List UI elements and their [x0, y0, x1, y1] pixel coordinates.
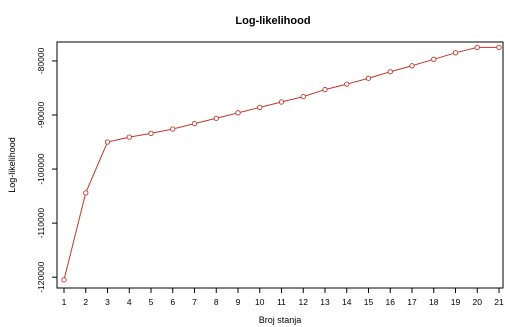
x-axis: 1 2 3 4 5 6 7 8 9 10 11 12 13 14 15 16 17 18 19 20 21: [62, 288, 504, 307]
x-tick-label: 9: [236, 297, 241, 307]
y-tick-label: -100000: [36, 153, 46, 184]
chart-title: Log-likelihood: [235, 15, 310, 27]
data-point: [365, 75, 372, 81]
series-line: [63, 46, 499, 281]
data-point: [409, 63, 415, 69]
x-tick-label: 12: [299, 297, 309, 307]
data-point: [344, 81, 350, 87]
x-tick-label: 3: [105, 297, 110, 307]
y-tick-label: -110000: [36, 208, 46, 239]
y-axis: -80000 -90000 -100000 -110000 -120000: [36, 47, 57, 293]
x-tick-label: 11: [277, 297, 286, 307]
y-tick-label: -90000: [36, 101, 46, 128]
x-axis-label: Broj stanja: [259, 315, 302, 325]
x-tick-label: 4: [127, 297, 132, 307]
data-point: [278, 99, 285, 105]
data-point: [452, 50, 459, 56]
data-point: [213, 115, 219, 121]
data-point: [191, 120, 198, 127]
x-tick-label: 10: [255, 297, 265, 307]
data-point: [474, 44, 480, 51]
x-tick-label: 8: [214, 297, 219, 307]
data-point: [170, 126, 176, 132]
x-tick-label: 13: [320, 297, 330, 307]
data-point: [431, 56, 437, 62]
x-tick-label: 16: [386, 297, 396, 307]
y-axis-label: Log-likelihood: [7, 137, 17, 193]
y-tick-label: -120000: [36, 261, 46, 292]
x-tick-label: 20: [473, 297, 483, 307]
data-point: [83, 190, 89, 196]
x-tick-label: 15: [364, 297, 374, 307]
y-tick-label: -80000: [36, 47, 46, 74]
x-tick-label: 18: [429, 297, 439, 307]
x-tick-label: 17: [407, 297, 417, 307]
data-point: [496, 44, 502, 51]
plot-frame: [56, 41, 504, 289]
data-point: [387, 69, 393, 75]
data-point: [126, 134, 132, 140]
data-point: [257, 104, 263, 111]
x-tick-label: 6: [170, 297, 175, 307]
x-tick-label: 1: [62, 297, 67, 307]
series-layer: [61, 44, 502, 283]
data-point: [104, 139, 111, 145]
x-tick-label: 7: [192, 297, 197, 307]
x-tick-label: 19: [451, 297, 461, 307]
data-point: [300, 93, 306, 100]
x-tick-label: 5: [149, 297, 154, 307]
data-point: [148, 130, 154, 137]
data-point: [61, 277, 67, 283]
x-tick-label: 14: [342, 297, 352, 307]
x-tick-label: 2: [83, 297, 88, 307]
x-tick-label: 21: [494, 297, 504, 307]
data-point: [322, 86, 328, 93]
data-point: [235, 110, 241, 116]
